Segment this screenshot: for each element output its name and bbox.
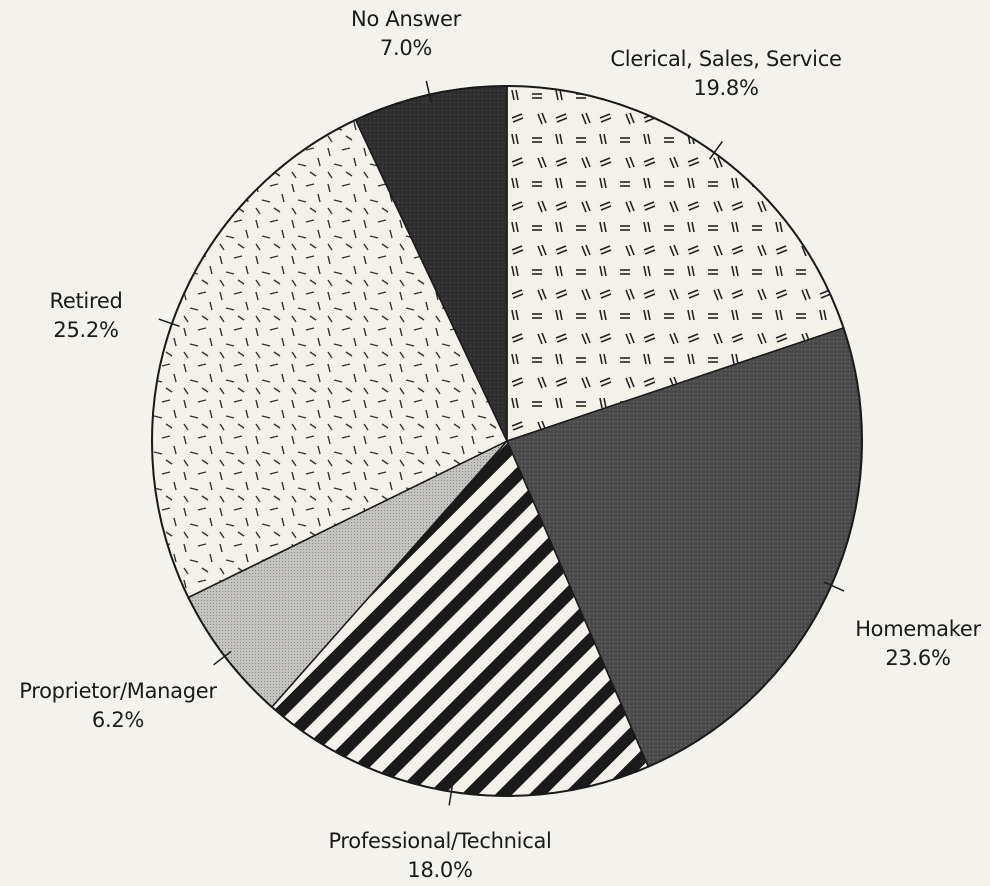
leader-line xyxy=(708,140,723,160)
slice-value-label: 7.0% xyxy=(380,36,432,60)
slice-value-label: 18.0% xyxy=(407,858,472,882)
slice-label: Clerical, Sales, Service xyxy=(610,47,841,71)
slice-label: No Answer xyxy=(351,7,462,31)
leader-line xyxy=(425,80,432,103)
slice-label: Retired xyxy=(50,289,123,313)
slice-value-label: 23.6% xyxy=(885,646,950,670)
leader-line xyxy=(158,318,180,328)
slice-label: Professional/Technical xyxy=(328,829,551,853)
slice-label: Homemaker xyxy=(855,617,981,641)
slice-value-label: 6.2% xyxy=(92,708,144,732)
leader-line xyxy=(213,650,232,666)
leader-line xyxy=(448,783,454,806)
leader-line xyxy=(823,581,845,592)
pie-outline xyxy=(151,85,863,797)
slice-value-label: 25.2% xyxy=(53,318,118,342)
slice-value-label: 19.8% xyxy=(693,76,758,100)
slice-label: Proprietor/Manager xyxy=(19,679,217,703)
